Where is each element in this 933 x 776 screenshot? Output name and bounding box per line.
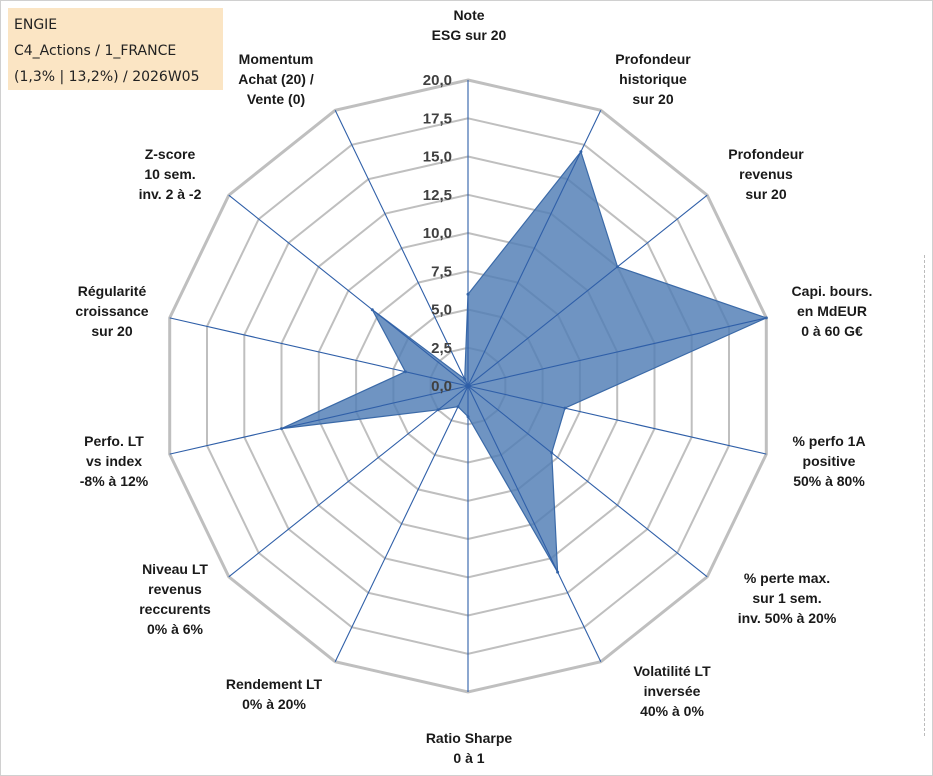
radar-series [280,150,768,574]
axis-spoke [467,385,708,578]
axis-label-line: sur 1 sem. [752,590,821,606]
axis-spoke [334,110,469,387]
axis-label-line: Niveau LT [142,561,208,577]
axis-label-line: 0 à 60 G€ [801,323,863,339]
axis-label-line: 40% à 0% [640,703,704,719]
axis-label-line: Ratio Sharpe [426,730,513,746]
axis-label: Note ESG sur 20 [432,7,507,43]
axis-label-line: sur 20 [745,186,786,202]
axis-label: Volatilité LT inversée 40% à 0% [633,663,711,719]
axis-label-line: inv. 50% à 20% [738,610,837,626]
tick-label: 12,5 [423,187,452,204]
axis-label-line: sur 20 [632,91,673,107]
axis-spoke [467,385,602,662]
axis-label: Niveau LT revenus reccurents 0% à 6% [139,561,211,637]
axis-label-line: Note [453,7,484,23]
radar-axis-labels: Note ESG sur 20 Profondeur historique sur 20… [75,7,872,766]
axis-label-line: Profondeur [615,51,691,67]
axis-label-line: Régularité [78,283,147,299]
tick-label: 20,0 [423,72,452,89]
axis-label-line: croissance [75,303,148,319]
axis-label-line: 0% à 20% [242,696,306,712]
axis-label-line: en MdEUR [797,303,867,319]
tick-label: 10,0 [423,225,452,242]
axis-label: Capi. bours. en MdEUR 0 à 60 G€ [792,283,873,339]
axis-label-line: Perfo. LT [84,433,144,449]
info-company: ENGIE [14,17,58,33]
axis-spoke [228,194,469,387]
axis-label-line: 10 sem. [144,166,195,182]
tick-label: 5,0 [431,302,452,319]
axis-label-line: reccurents [139,601,211,617]
axis-label-line: Profondeur [728,146,804,162]
axis-label: Rendement LT 0% à 20% [226,676,323,712]
radar-axes [169,80,767,692]
axis-label-line: Capi. bours. [792,283,873,299]
tick-label: 2,5 [431,340,452,357]
axis-label-line: % perfo 1A [792,433,865,449]
right-edge-line [924,255,925,736]
axis-label-line: 0 à 1 [453,750,484,766]
axis-label-line: Momentum [239,51,314,67]
axis-label-line: Volatilité LT [633,663,711,679]
axis-spoke [467,110,602,387]
axis-spoke [467,194,708,387]
axis-label-line: % perte max. [744,570,830,586]
axis-label: % perte max. sur 1 sem. inv. 50% à 20% [738,570,837,626]
series-area [281,150,768,573]
axis-label-line: 50% à 80% [793,473,865,489]
axis-label: Régularité croissance sur 20 [75,283,148,339]
tick-label: 7,5 [431,263,452,280]
radar-tick-labels: 0,0 2,5 5,0 7,5 10,0 12,5 15,0 17,5 20,0 [423,72,452,395]
axis-label-line: 0% à 6% [147,621,204,637]
tick-label: 0,0 [431,378,452,395]
axis-label-line: Z-score [145,146,196,162]
axis-label-line: sur 20 [91,323,132,339]
axis-spoke [228,385,469,578]
axis-label-line: Rendement LT [226,676,323,692]
axis-label: Z-score 10 sem. inv. 2 à -2 [139,146,202,202]
axis-label-line: historique [619,71,687,87]
info-stats: (1,3% | 13,2%) / 2026W05 [14,69,200,85]
axis-label-line: positive [803,453,856,469]
tick-label: 15,0 [423,149,452,166]
axis-label: Profondeur revenus sur 20 [728,146,804,202]
axis-label-line: vs index [86,453,142,469]
axis-label-line: inv. 2 à -2 [139,186,202,202]
axis-spoke [334,385,469,662]
info-box: ENGIE C4_Actions / 1_FRANCE (1,3% | 13,2… [8,8,223,90]
axis-label-line: revenus [739,166,793,182]
axis-spoke [169,317,469,387]
axis-label: % perfo 1A positive 50% à 80% [792,433,865,489]
tick-label: 17,5 [423,110,452,127]
axis-label: Momentum Achat (20) / Vente (0) [238,51,314,107]
axis-spoke [467,317,767,387]
axis-spoke [467,385,767,455]
axis-label: Profondeur historique sur 20 [615,51,691,107]
axis-label-line: Achat (20) / [238,71,314,87]
axis-label-line: Vente (0) [247,91,305,107]
axis-spoke [169,385,469,455]
axis-label: Ratio Sharpe 0 à 1 [426,730,513,766]
axis-label-line: ESG sur 20 [432,27,507,43]
axis-label-line: -8% à 12% [80,473,149,489]
axis-label-line: inversée [644,683,701,699]
axis-label: Perfo. LT vs index -8% à 12% [80,433,149,489]
axis-label-line: revenus [148,581,202,597]
info-category: C4_Actions / 1_FRANCE [14,43,177,59]
